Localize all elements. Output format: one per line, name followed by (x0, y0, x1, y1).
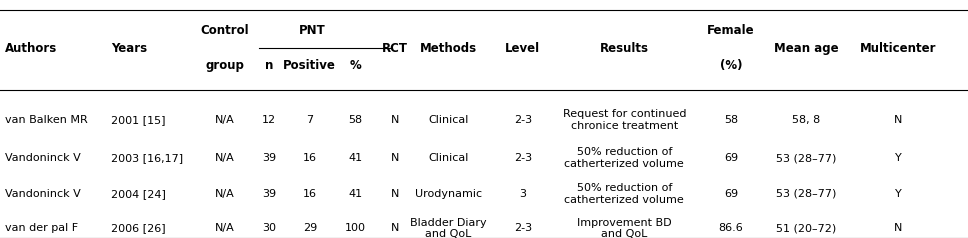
Text: 29: 29 (303, 223, 317, 233)
Text: N: N (391, 189, 399, 199)
Text: Positive: Positive (284, 59, 336, 72)
Text: 41: 41 (348, 153, 362, 163)
Text: Authors: Authors (5, 42, 57, 55)
Text: 58, 8: 58, 8 (792, 115, 821, 125)
Text: 2-3: 2-3 (514, 223, 531, 233)
Text: 58: 58 (724, 115, 738, 125)
Text: group: group (205, 59, 244, 72)
Text: Improvement BD
and QoL: Improvement BD and QoL (577, 218, 672, 238)
Text: Vandoninck V: Vandoninck V (5, 189, 80, 199)
Text: 30: 30 (262, 223, 276, 233)
Text: N: N (391, 153, 399, 163)
Text: PNT: PNT (299, 25, 325, 37)
Text: Control: Control (200, 25, 249, 37)
Text: N/A: N/A (215, 153, 234, 163)
Text: Clinical: Clinical (428, 115, 469, 125)
Text: N/A: N/A (215, 189, 234, 199)
Text: van Balken MR: van Balken MR (5, 115, 87, 125)
Text: 58: 58 (348, 115, 362, 125)
Text: 50% reduction of
catherterized volume: 50% reduction of catherterized volume (564, 148, 684, 169)
Text: Urodynamic: Urodynamic (414, 189, 482, 199)
Text: Vandoninck V: Vandoninck V (5, 153, 80, 163)
Text: 16: 16 (303, 153, 317, 163)
Text: 39: 39 (262, 153, 276, 163)
Text: van der pal F: van der pal F (5, 223, 78, 233)
Text: 69: 69 (724, 189, 738, 199)
Text: 2-3: 2-3 (514, 115, 531, 125)
Text: 53 (28–77): 53 (28–77) (776, 153, 836, 163)
Text: 41: 41 (348, 189, 362, 199)
Text: %: % (349, 59, 361, 72)
Text: Years: Years (111, 42, 147, 55)
Text: Level: Level (505, 42, 540, 55)
Text: Female: Female (707, 25, 755, 37)
Text: RCT: RCT (382, 42, 408, 55)
Text: 7: 7 (306, 115, 314, 125)
Text: N/A: N/A (215, 115, 234, 125)
Text: 51 (20–72): 51 (20–72) (776, 223, 836, 233)
Text: Clinical: Clinical (428, 153, 469, 163)
Text: 12: 12 (262, 115, 276, 125)
Text: Mean age: Mean age (774, 42, 838, 55)
Text: (%): (%) (719, 59, 742, 72)
Text: 100: 100 (345, 223, 366, 233)
Text: Results: Results (600, 42, 649, 55)
Text: N: N (391, 115, 399, 125)
Text: N: N (391, 223, 399, 233)
Text: 2001 [15]: 2001 [15] (111, 115, 166, 125)
Text: n: n (265, 59, 273, 72)
Text: 39: 39 (262, 189, 276, 199)
Text: 53 (28–77): 53 (28–77) (776, 189, 836, 199)
Text: 16: 16 (303, 189, 317, 199)
Text: 50% reduction of
catherterized volume: 50% reduction of catherterized volume (564, 183, 684, 205)
Text: 69: 69 (724, 153, 738, 163)
Text: 3: 3 (519, 189, 527, 199)
Text: 2003 [16,17]: 2003 [16,17] (111, 153, 184, 163)
Text: Request for continued
chronice treatment: Request for continued chronice treatment (562, 109, 686, 131)
Text: Bladder Diary
and QoL: Bladder Diary and QoL (409, 218, 487, 238)
Text: 2006 [26]: 2006 [26] (111, 223, 166, 233)
Text: N: N (894, 115, 902, 125)
Text: Y: Y (895, 189, 901, 199)
Text: Methods: Methods (419, 42, 477, 55)
Text: N/A: N/A (215, 223, 234, 233)
Text: Y: Y (895, 153, 901, 163)
Text: N: N (894, 223, 902, 233)
Text: Multicenter: Multicenter (860, 42, 937, 55)
Text: 86.6: 86.6 (718, 223, 743, 233)
Text: 2004 [24]: 2004 [24] (111, 189, 166, 199)
Text: 2-3: 2-3 (514, 153, 531, 163)
